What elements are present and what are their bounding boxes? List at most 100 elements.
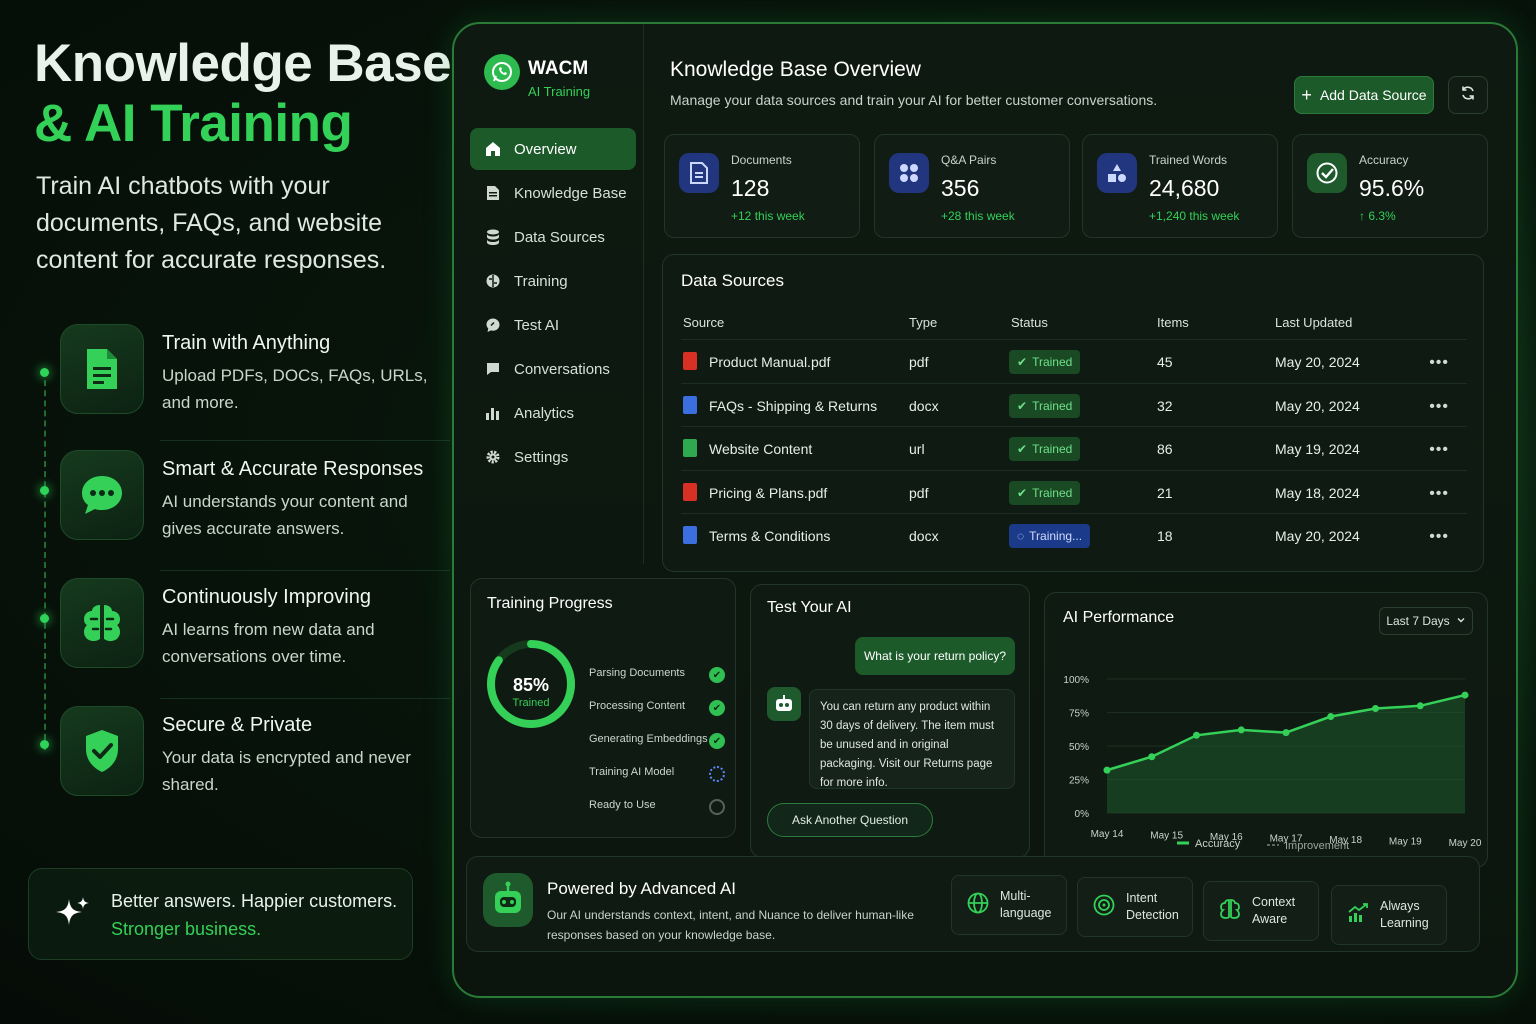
stat-delta: +12 this week xyxy=(731,209,805,223)
more-options-icon[interactable]: ••• xyxy=(1429,354,1449,371)
source-type: url xyxy=(909,441,925,457)
sidebar-item-settings[interactable]: Settings xyxy=(470,436,636,478)
sidebar-item-data-sources[interactable]: Data Sources xyxy=(470,216,636,258)
more-options-icon[interactable]: ••• xyxy=(1429,528,1449,545)
check-circle-icon: ✔ xyxy=(709,733,725,749)
more-options-icon[interactable]: ••• xyxy=(1429,484,1449,502)
item-count: 32 xyxy=(1157,397,1173,414)
feature-title: Smart & Accurate Responses xyxy=(162,458,424,480)
source-type: docx xyxy=(909,528,939,544)
spinner-icon xyxy=(709,766,725,782)
sidebar-item-analytics[interactable]: Analytics xyxy=(470,392,636,434)
check-circle-icon: ✔ xyxy=(1017,398,1028,413)
data-sources-card: Data Sources Source Type Status Items La… xyxy=(662,254,1484,572)
chip-always-learning: Always Learning xyxy=(1331,885,1447,945)
globe-icon xyxy=(966,891,990,920)
document-icon xyxy=(60,324,144,414)
table-row[interactable]: Product Manual.pdf pdf ✔ Trained 45 May 20, 2… xyxy=(681,339,1467,383)
check-circle-icon: ✔ xyxy=(1017,355,1028,369)
chip-intent-detection: Intent Detection xyxy=(1077,877,1193,937)
more-options-icon[interactable]: ••• xyxy=(1429,397,1449,415)
sidebar-item-conversations[interactable]: Conversations xyxy=(470,348,636,390)
training-step: Ready to Use xyxy=(589,799,725,821)
feature-desc: Your data is encrypted and never shared. xyxy=(162,748,411,794)
add-data-source-button[interactable]: + Add Data Source xyxy=(1294,76,1434,114)
sidebar-item-test-ai[interactable]: Test AI xyxy=(470,304,636,346)
table-row[interactable]: FAQs - Shipping & Returns docx ✔ Trained 32 M… xyxy=(681,382,1467,427)
brain-icon xyxy=(484,272,502,290)
x-tick-label: May 16 xyxy=(1210,832,1243,843)
source-type: docx xyxy=(909,397,939,414)
sidebar-item-training[interactable]: Training xyxy=(470,260,636,302)
y-tick-label: 25% xyxy=(1069,776,1089,787)
status-text: Trained xyxy=(1032,355,1073,369)
divider xyxy=(160,440,450,441)
powered-by-card: Powered by Advanced AI Our AI understand… xyxy=(466,856,1480,952)
database-icon xyxy=(484,228,502,246)
feature-desc: AI understands your content and gives ac… xyxy=(162,492,408,538)
training-progress-title: Training Progress xyxy=(487,595,613,612)
sidebar: WACM AI Training Overview Knowledge Base… xyxy=(454,24,644,564)
check-circle-icon xyxy=(1307,153,1347,193)
source-name: FAQs - Shipping & Returns xyxy=(709,397,878,414)
legend-label-accuracy: Accuracy xyxy=(1195,838,1241,850)
stat-delta: +28 this week xyxy=(941,209,1015,223)
home-icon xyxy=(484,140,502,158)
feature-smart-responses: Smart & Accurate Responses AI understand… xyxy=(60,446,440,566)
status-text: Training... xyxy=(1029,529,1083,543)
pending-circle-icon xyxy=(709,799,725,815)
shapes-icon xyxy=(1097,153,1137,193)
check-circle-icon: ✔ xyxy=(1017,485,1028,500)
sidebar-item-overview[interactable]: Overview xyxy=(470,128,636,170)
table-row[interactable]: Pricing & Plans.pdf pdf ✔ Trained 21 May 18, … xyxy=(681,469,1467,514)
ai-performance-title: AI Performance xyxy=(1063,609,1175,626)
sidebar-item-knowledge-base[interactable]: Knowledge Base xyxy=(470,172,636,214)
sidebar-item-label: Overview xyxy=(514,140,577,158)
source-name: Pricing & Plans.pdf xyxy=(709,484,828,501)
add-data-source-label: Add Data Source xyxy=(1319,87,1427,103)
training-step: Processing Content ✔ xyxy=(589,700,725,722)
stat-value: 128 xyxy=(731,175,770,201)
data-point xyxy=(1372,704,1379,712)
last-updated: May 20, 2024 xyxy=(1275,397,1360,414)
more-options-icon[interactable]: ••• xyxy=(1429,441,1449,458)
progress-ring xyxy=(487,640,575,728)
document-icon xyxy=(484,184,502,202)
feature-desc: AI learns from new data and conversation… xyxy=(162,620,375,666)
column-header: Last Updated xyxy=(1275,315,1353,330)
table-header: Source Type Status Items Last Updated xyxy=(681,309,1467,339)
powered-description: Our AI understands context, intent, and … xyxy=(547,908,914,942)
tagline-line2: Stronger business. xyxy=(111,919,262,939)
timeline-dot xyxy=(40,368,49,377)
stat-card-documents: Documents 128 +12 this week xyxy=(664,134,860,238)
page-title: Knowledge Base Overview xyxy=(670,58,921,81)
file-type-icon xyxy=(683,439,697,457)
table-row[interactable]: Terms & Conditions docx ◌ Training... 18 May … xyxy=(681,513,1467,557)
chat-icon xyxy=(484,316,502,334)
stat-value: 95.6% xyxy=(1359,175,1425,201)
stat-label: Documents xyxy=(731,153,792,167)
step-label: Generating Embeddings xyxy=(589,733,708,745)
refresh-button[interactable] xyxy=(1448,76,1488,114)
date-range-select[interactable]: Last 7 Days xyxy=(1379,607,1473,635)
status-text: Trained xyxy=(1032,442,1073,456)
chip-multi-language: Multi-language xyxy=(951,875,1067,935)
sidebar-item-label: Training xyxy=(514,272,568,290)
robot-icon xyxy=(767,687,801,721)
sidebar-item-label: Test AI xyxy=(514,316,560,334)
stats-row: Documents 128 +12 this week Q&A Pairs 35… xyxy=(664,134,1494,238)
table-row[interactable]: Website Content url ✔ Trained 86 May 19, 2024… xyxy=(681,426,1467,470)
hero-title-line1: Knowledge Base xyxy=(34,34,452,93)
data-point xyxy=(1237,726,1245,734)
step-label: Processing Content xyxy=(589,700,685,712)
status-text: Trained xyxy=(1032,485,1073,500)
feature-title: Train with Anything xyxy=(162,332,331,354)
x-tick-label: May 15 xyxy=(1150,831,1183,842)
timeline-line xyxy=(44,370,46,750)
step-label: Training AI Model xyxy=(589,766,675,778)
ask-another-question-button[interactable]: Ask Another Question xyxy=(767,803,933,837)
chevron-down-icon xyxy=(1456,614,1466,628)
feature-secure-private: Secure & Private Your data is encrypted … xyxy=(60,702,440,822)
column-header: Type xyxy=(909,315,938,330)
stat-card-qa-pairs: Q&A Pairs 356 +28 this week xyxy=(874,134,1070,238)
